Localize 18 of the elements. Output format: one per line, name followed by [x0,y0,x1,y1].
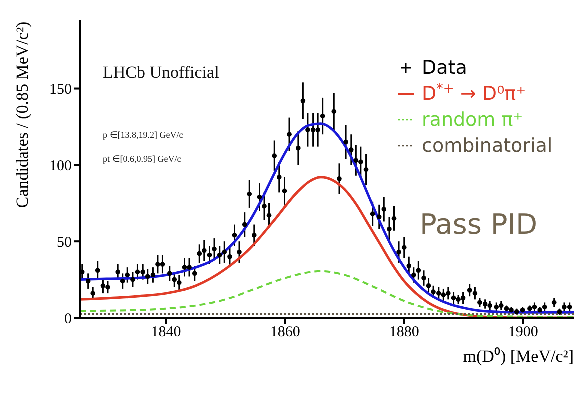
x-tick-label: 1880 [389,324,420,341]
annotation: pt ∈[0.6,0.95] GeV/c [103,154,182,164]
x-tick-label: 1860 [270,324,300,341]
y-tick-label: 0 [64,311,72,328]
y-tick-label: 150 [50,82,72,98]
legend-label: Data [422,57,468,79]
annotation: Pass PID [420,208,538,241]
y-tick-label: 50 [57,234,72,251]
x-tick-label: 1840 [151,324,182,341]
y-axis-title: Candidates / (0.85 MeV/c²) [13,22,32,208]
legend-label: combinatorial [422,135,553,157]
annotation: LHCb Unofficial [103,63,220,82]
annotation: p ∈[13.8,19.2] GeV/c [103,130,184,140]
x-axis-title: m(D⁰) [MeV/c²] [463,347,574,366]
legend-label: D$^{*+}$ → D⁰π⁺ [422,82,526,105]
y-tick-label: 100 [50,158,72,175]
x-tick-label: 1900 [508,324,538,341]
legend-label: random π⁺ [422,109,524,131]
